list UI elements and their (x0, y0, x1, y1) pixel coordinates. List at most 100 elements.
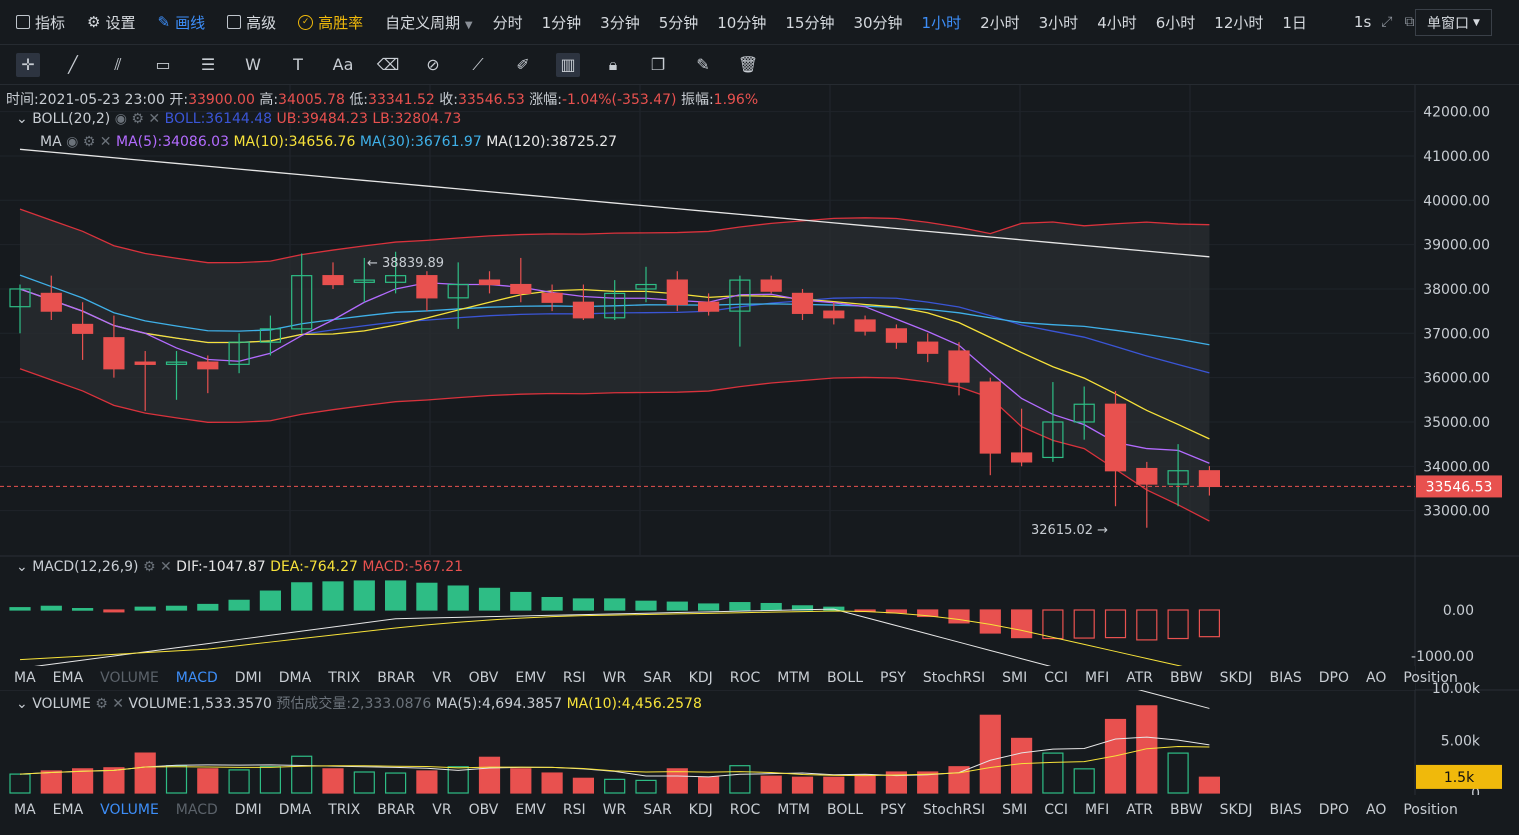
period-tab-2[interactable]: 3分钟 (600, 13, 640, 32)
eye-icon[interactable]: ◉ (66, 134, 79, 150)
indicator-tab-ema[interactable]: EMA (52, 802, 84, 818)
collapse-icon[interactable]: ⌄ (16, 696, 28, 712)
popout-icon[interactable]: ⧉ (1404, 14, 1415, 30)
indicator-tab-dmi[interactable]: DMI (234, 802, 262, 818)
indicator-tab-dma[interactable]: DMA (278, 670, 312, 686)
collapse-icon[interactable]: ⌄ (16, 111, 28, 127)
text-tool-icon[interactable]: T (293, 55, 303, 74)
period-tab-10[interactable]: 4小时 (1097, 13, 1137, 32)
indicator-tab-dmi[interactable]: DMI (234, 670, 262, 686)
indicator-tab-mfi[interactable]: MFI (1084, 802, 1110, 818)
period-tab-0[interactable]: 分时 (492, 13, 523, 32)
indicator-button[interactable]: 指标 (16, 12, 65, 33)
indicator-tab-boll[interactable]: BOLL (827, 670, 863, 686)
indicator-tab-atr[interactable]: ATR (1126, 670, 1153, 686)
chart-canvas[interactable]: 42000.00 41000.00 40000.00 39000.00 38000.00… (0, 85, 1519, 802)
indicator-tab-smi[interactable]: SMI (1002, 802, 1028, 818)
indicator-tab-wr[interactable]: WR (602, 802, 627, 818)
period-tab-8[interactable]: 2小时 (980, 13, 1020, 32)
gear-icon[interactable]: ⚙ (142, 559, 156, 575)
gear-icon[interactable]: ⚙ (82, 134, 96, 150)
draw-line-button[interactable]: ✎ 画线 (157, 13, 206, 32)
indicator-tab-obv[interactable]: OBV (468, 802, 499, 818)
indicator-tab-roc[interactable]: ROC (729, 802, 761, 818)
indicator-tab-wr[interactable]: WR (602, 670, 627, 686)
indicator-tab-dpo[interactable]: DPO (1318, 670, 1349, 686)
candle-style-icon[interactable]: ▥ (556, 52, 580, 77)
brush-tool-icon[interactable]: ✐ (516, 55, 530, 74)
indicator-tab-kdj[interactable]: KDJ (688, 802, 713, 818)
indicator-tab-emv[interactable]: EMV (515, 802, 546, 818)
indicator-tab-sar[interactable]: SAR (643, 670, 672, 686)
indicator-tab-kdj[interactable]: KDJ (688, 670, 713, 686)
indicator-tab-dma[interactable]: DMA (278, 802, 312, 818)
indicator-tab-stochrsi[interactable]: StochRSI (922, 670, 986, 686)
indicator-tab-brar[interactable]: BRAR (377, 670, 416, 686)
settings-button[interactable]: ⚙ 设置 (87, 13, 136, 32)
indicator-tab-rsi[interactable]: RSI (562, 670, 586, 686)
close-icon[interactable]: ✕ (148, 111, 161, 127)
indicator-tab-boll[interactable]: BOLL (827, 802, 863, 818)
indicator-tab-psy[interactable]: PSY (880, 802, 906, 818)
period-tab-1[interactable]: 1分钟 (541, 13, 582, 32)
indicator-tab-mtm[interactable]: MTM (777, 802, 811, 818)
high-win-rate-button[interactable]: ✓ 高胜率 (298, 12, 363, 33)
indicator-tab-volume[interactable]: VOLUME (100, 802, 159, 818)
indicator-tab-dpo[interactable]: DPO (1318, 802, 1349, 818)
indicator-tab-bbw[interactable]: BBW (1170, 670, 1203, 686)
indicator-tab-brar[interactable]: BRAR (377, 802, 416, 818)
indicator-tab-stochrsi[interactable]: StochRSI (922, 802, 986, 818)
rectangle-tool-icon[interactable]: ▭ (155, 55, 171, 74)
indicator-tab-sar[interactable]: SAR (643, 802, 672, 818)
fullscreen-icon[interactable]: ⤢ (1381, 14, 1393, 30)
period-tab-3[interactable]: 5分钟 (658, 13, 699, 32)
custom-period-dropdown[interactable]: 自定义周期 ▼ (385, 13, 473, 32)
gear-icon[interactable]: ⚙ (95, 696, 108, 712)
period-tab-9[interactable]: 3小时 (1038, 13, 1079, 32)
indicator-tab-mtm[interactable]: MTM (777, 670, 811, 686)
indicator-tab-obv[interactable]: OBV (468, 670, 499, 686)
indicator-tab-vr[interactable]: VR (432, 802, 452, 818)
period-tab-6[interactable]: 30分钟 (853, 13, 903, 32)
indicator-tab-mfi[interactable]: MFI (1084, 670, 1110, 686)
eye-icon[interactable]: ◉ (114, 111, 127, 127)
indicator-tab-skdj[interactable]: SKDJ (1219, 670, 1253, 686)
indicator-tab-trix[interactable]: TRIX (328, 670, 361, 686)
indicator-tab-atr[interactable]: ATR (1126, 802, 1153, 818)
indicator-tab-bbw[interactable]: BBW (1170, 802, 1203, 818)
indicator-tab-position[interactable]: Position (1403, 670, 1458, 686)
font-tool-icon[interactable]: Aa (332, 55, 354, 74)
period-tab-7[interactable]: 1小时 (921, 13, 962, 32)
indicator-tab-volume[interactable]: VOLUME (100, 670, 159, 686)
indicator-tab-ema[interactable]: EMA (52, 670, 84, 686)
advanced-button[interactable]: 高级 (227, 12, 276, 33)
period-tab-12[interactable]: 12小时 (1214, 13, 1264, 32)
indicator-tab-cci[interactable]: CCI (1044, 670, 1068, 686)
single-window-dropdown[interactable]: 单窗口 ▼ (1415, 9, 1492, 36)
indicator-tab-smi[interactable]: SMI (1002, 670, 1028, 686)
magnet-tool-icon[interactable]: ⊘ (426, 55, 440, 74)
indicator-tab-rsi[interactable]: RSI (562, 802, 586, 818)
crosshair-tool-icon[interactable]: ✛ (16, 52, 40, 77)
copy-icon[interactable]: ❐ (650, 55, 666, 74)
period-tab-13[interactable]: 1日 (1282, 13, 1307, 32)
close-icon[interactable]: ✕ (99, 134, 112, 150)
chart-area[interactable]: 42000.00 41000.00 40000.00 39000.00 38000.00… (0, 85, 1519, 820)
indicator-tab-emv[interactable]: EMV (515, 670, 546, 686)
period-tab-11[interactable]: 6小时 (1155, 13, 1196, 32)
gear-icon[interactable]: ⚙ (131, 111, 144, 127)
indicator-tab-bias[interactable]: BIAS (1269, 802, 1302, 818)
close-icon[interactable]: ✕ (159, 559, 172, 575)
lock-icon[interactable]: 🔒︎ (608, 54, 618, 74)
period-tab-5[interactable]: 15分钟 (785, 13, 835, 32)
trash-icon[interactable]: 🗑︎ (737, 55, 759, 74)
indicator-tab-ao[interactable]: AO (1366, 670, 1387, 686)
ruler-tool-icon[interactable]: ⟋ (472, 54, 484, 74)
indicator-tab-trix[interactable]: TRIX (328, 802, 361, 818)
indicator-tab-vr[interactable]: VR (432, 670, 452, 686)
indicator-tab-skdj[interactable]: SKDJ (1219, 802, 1253, 818)
parallel-line-tool-icon[interactable]: ⫽ (114, 54, 122, 74)
note-icon[interactable]: ✎ (696, 55, 710, 74)
fib-tool-icon[interactable]: ☰ (200, 55, 216, 74)
indicator-tab-macd[interactable]: MACD (175, 670, 218, 686)
